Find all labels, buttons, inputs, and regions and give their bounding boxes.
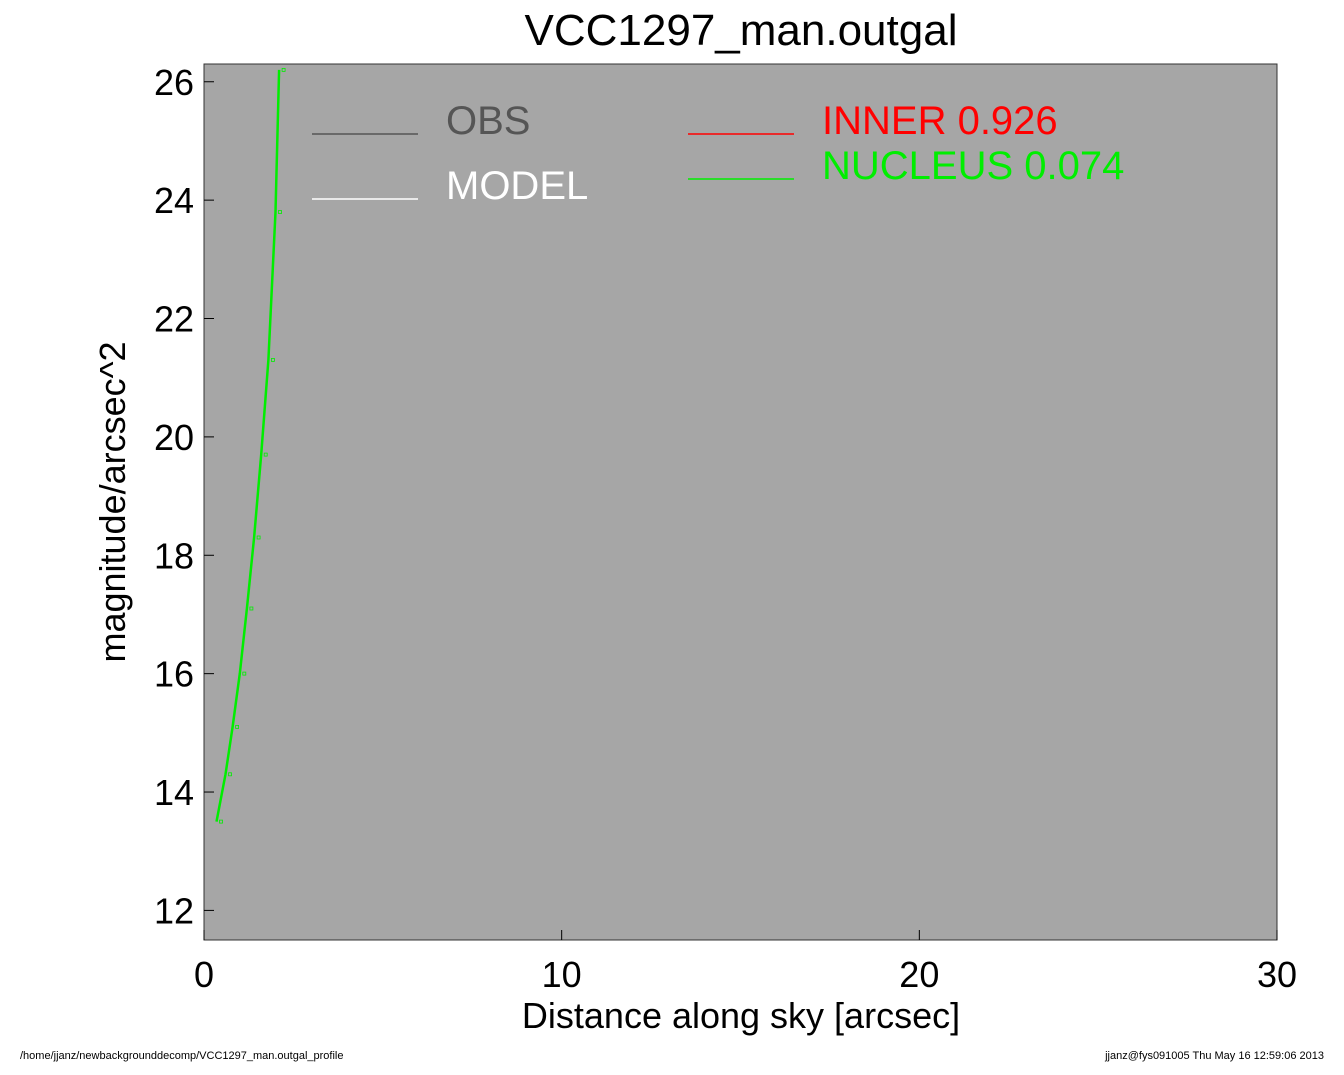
nucleus-point (219, 819, 223, 824)
y-tick-label: 22 (154, 299, 194, 340)
y-tick-label: 14 (154, 772, 194, 813)
nucleus-line (215, 69, 281, 822)
y-tick-label: 12 (154, 890, 194, 931)
legend-label: OBS (446, 99, 530, 143)
x-tick-label: 30 (1257, 954, 1297, 995)
nucleus-point (281, 68, 286, 72)
y-tick-label: 18 (154, 535, 194, 576)
y-axis-label: magnitude/arcsec^2 (92, 341, 133, 662)
nucleus-point (256, 535, 261, 540)
line-layer (215, 69, 281, 822)
y-tick-label: 16 (154, 654, 194, 695)
x-axis-label: Distance along sky [arcsec] (522, 995, 960, 1036)
x-tick-label: 10 (542, 954, 582, 995)
x-tick-label: 20 (899, 954, 939, 995)
scatter-layer (219, 68, 286, 824)
footer-file-path: /home/jjanz/newbackgrounddecomp/VCC1297_… (20, 1050, 344, 1062)
legend-label: INNER 0.926 (822, 99, 1058, 143)
plot-area (203, 63, 1278, 941)
y-tick-label: 24 (154, 180, 194, 221)
nucleus-point (278, 210, 282, 214)
nucleus-point (235, 725, 240, 729)
chart-title: VCC1297_man.outgal (525, 6, 958, 55)
nucleus-point (270, 357, 275, 362)
chart-svg: 0 10 20 30 12 14 16 18 20 22 24 26 VCC1297_man.outg… (92, 6, 1297, 1036)
nucleus-point (242, 671, 247, 676)
y-tick-label: 20 (154, 417, 194, 458)
legend-label: NUCLEUS 0.074 (822, 144, 1124, 188)
nucleus-point (228, 772, 232, 777)
legend-label: MODEL (446, 164, 588, 208)
y-tick-label: 26 (154, 62, 194, 103)
nucleus-point (263, 452, 268, 457)
tick-layer: 0 10 20 30 12 14 16 18 20 22 24 26 (154, 62, 1297, 995)
footer-user-timestamp: jjanz@fys091005 Thu May 16 12:59:06 2013 (1105, 1050, 1324, 1062)
x-tick-label: 0 (194, 954, 214, 995)
nucleus-point (249, 606, 254, 611)
